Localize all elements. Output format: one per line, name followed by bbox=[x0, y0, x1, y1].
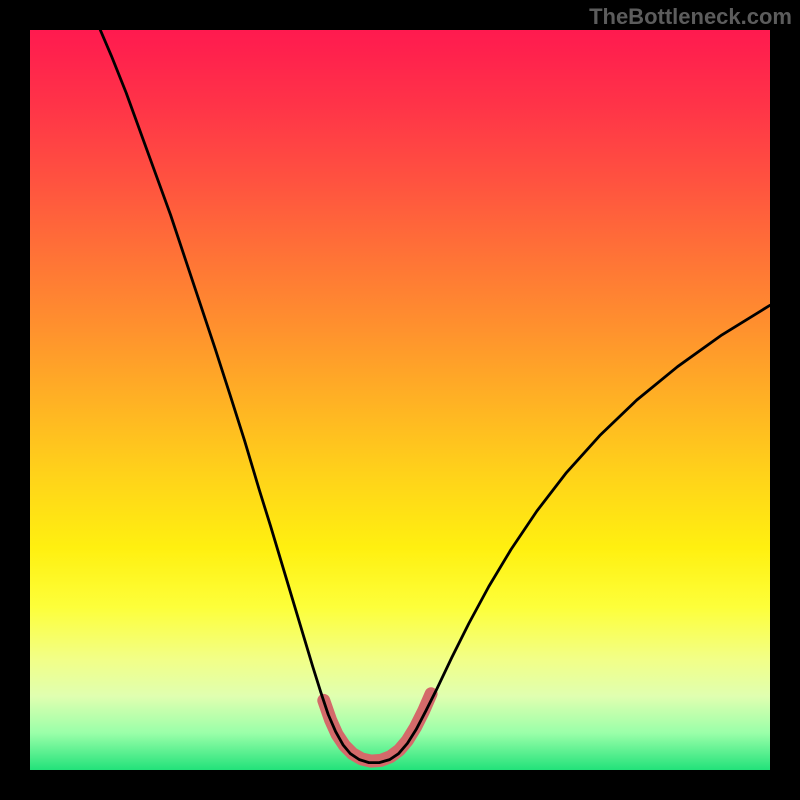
bottleneck-curve-main bbox=[100, 30, 770, 763]
watermark-text: TheBottleneck.com bbox=[589, 4, 792, 30]
curve-svg bbox=[30, 30, 770, 770]
bottleneck-curve-highlight bbox=[324, 694, 431, 761]
chart-container: TheBottleneck.com bbox=[0, 0, 800, 800]
plot-frame bbox=[30, 30, 770, 770]
